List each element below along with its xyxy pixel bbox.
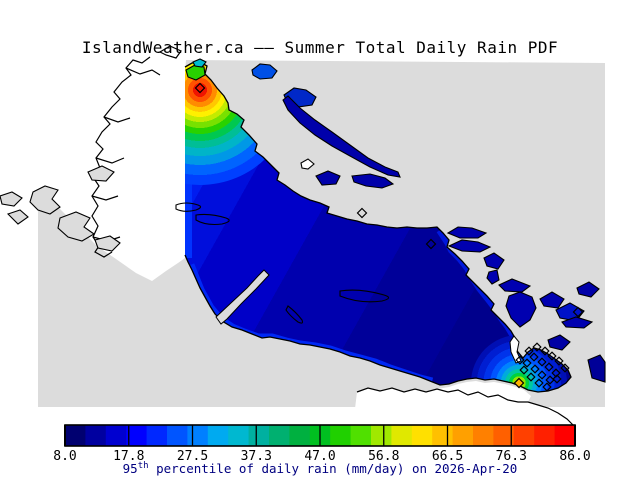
station-diamond — [534, 378, 544, 388]
island-long-diagonal — [282, 95, 401, 178]
colorbar-caption: 95th percentile of daily rain (mm/day) o… — [0, 461, 640, 476]
station-diamond — [537, 357, 547, 367]
gulf-island-e — [498, 278, 532, 293]
gulf-island-saltspring — [505, 291, 537, 328]
gulf-island-l — [547, 334, 571, 351]
station-diamond — [529, 352, 539, 362]
caption-superscript: th — [137, 461, 149, 471]
colorbar-segment — [105, 425, 127, 446]
colorbar-segment — [432, 425, 454, 446]
page-title: IslandWeather.ca —— Summer Total Daily R… — [81, 38, 559, 57]
colorbar-segment — [146, 425, 168, 446]
strait-islands — [185, 58, 606, 383]
colorbar-tick-label: 37.3 — [241, 449, 272, 464]
colorbar-segment — [513, 425, 535, 446]
colorbar-segment — [65, 425, 86, 446]
colorbar-segment — [473, 425, 494, 446]
colorbar-segment — [452, 425, 474, 446]
gulf-island-b — [447, 239, 492, 253]
station-diamond — [540, 346, 550, 356]
gulf-island-j — [576, 281, 600, 298]
colorbar-tick-label: 76.3 — [496, 449, 527, 464]
gulf-island-c — [483, 252, 505, 270]
rain-hotspot-nw — [185, 62, 295, 185]
island-small-mid — [351, 173, 395, 189]
gulf-island-i — [561, 316, 594, 329]
station-diamond — [554, 356, 564, 366]
colorbar-border — [64, 424, 576, 447]
gulf-island-h — [555, 302, 585, 322]
colorbar-segment — [207, 425, 229, 446]
station-diamond — [194, 82, 206, 94]
colorbar-segment — [534, 425, 556, 446]
colorbar-segment — [371, 425, 392, 446]
colorbar-segment — [554, 425, 576, 446]
caption-text: percentile of daily rain (mm/day) on 202… — [148, 461, 518, 477]
colorbar-tick-label: 27.5 — [177, 449, 208, 464]
station-diamond — [530, 364, 540, 374]
station-diamond — [572, 306, 584, 318]
island-d — [315, 170, 341, 186]
station-diamond — [524, 346, 534, 356]
station-diamond — [542, 382, 552, 392]
gulf-island-k — [587, 354, 606, 383]
colorbar-tick-label: 8.0 — [53, 449, 76, 464]
station-diamond — [526, 372, 536, 382]
colorbar-tick-label: 66.5 — [432, 449, 463, 464]
caption-number: 95 — [122, 461, 138, 477]
station-diamond-highlight — [513, 377, 525, 389]
colorbar-segment — [330, 425, 352, 446]
station-diamond — [545, 375, 555, 385]
colorbar-segment — [391, 425, 413, 446]
island-field-fill — [185, 62, 571, 392]
colorbar-tick-label: 86.0 — [559, 449, 590, 464]
island-blue-a — [251, 63, 278, 80]
station-diamond — [356, 207, 368, 219]
colorbar-segment — [248, 425, 270, 446]
gulf-island-d — [486, 269, 500, 285]
mainland-coastlines — [91, 45, 182, 258]
gulf-island-a — [446, 226, 488, 239]
colorbar-segment — [228, 425, 250, 446]
colorbar-segment — [85, 425, 107, 446]
station-diamond — [532, 342, 542, 352]
station-diamond — [522, 358, 532, 368]
station-diamond — [425, 238, 437, 250]
station-diamond — [552, 374, 562, 384]
colorbar-segment — [167, 425, 188, 446]
lakes — [175, 202, 390, 324]
strait-juan-de-fuca — [437, 381, 531, 402]
station-diamond — [537, 370, 547, 380]
colorbar-segment — [350, 425, 372, 446]
colorbar-segment — [187, 425, 209, 446]
olympic-peninsula — [352, 388, 578, 434]
station-diamond — [547, 351, 557, 361]
colorbar-tick-label: 47.0 — [304, 449, 335, 464]
colorbar-segment — [126, 425, 148, 446]
station-diamond — [515, 355, 525, 365]
station-markers — [194, 82, 584, 392]
island-teal-nw — [192, 58, 207, 68]
station-diamond — [519, 365, 529, 375]
colorbar-segment — [411, 425, 433, 446]
colorbar-segment — [269, 425, 290, 446]
colorbar-segment — [493, 425, 515, 446]
west-coast-islets — [0, 165, 121, 252]
colorbar-tick-label: 17.8 — [113, 449, 144, 464]
station-diamond — [544, 362, 554, 372]
colorbar-tick-label: 56.8 — [368, 449, 399, 464]
olympic-coastline — [356, 387, 575, 427]
gulf-island-g — [539, 291, 565, 309]
colorbar: 8.0 17.8 27.5 37.3 47.0 56.8 66.5 76.3 86.0 — [53, 424, 591, 464]
colorbar-segment — [289, 425, 311, 446]
alberni-inlet — [215, 269, 270, 325]
station-diamond — [560, 363, 570, 373]
island-white-small — [300, 158, 315, 170]
